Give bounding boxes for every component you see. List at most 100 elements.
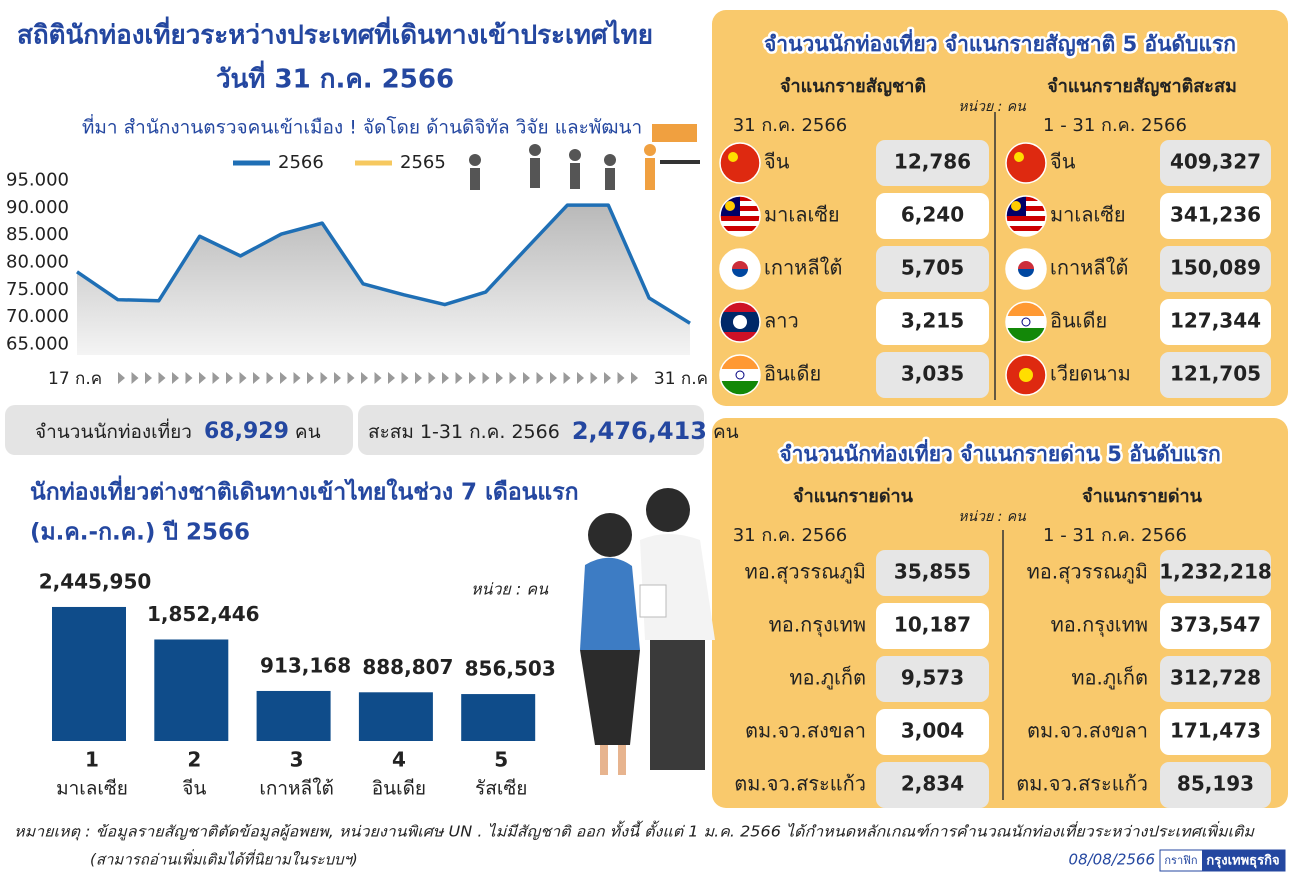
bar	[154, 639, 229, 741]
summary-value: 2,476,413	[572, 417, 707, 445]
row-value: 409,327	[1170, 150, 1261, 174]
value-box	[1160, 352, 1271, 398]
legend-label: 2565	[400, 152, 446, 173]
flag-icon	[719, 142, 761, 184]
summary-box	[358, 405, 704, 455]
value-box	[876, 299, 989, 345]
flag-band	[1006, 316, 1046, 328]
flag-band	[720, 369, 760, 381]
flag-wheel	[735, 370, 745, 380]
flag-body	[1006, 143, 1046, 183]
bar	[52, 606, 126, 741]
bar-value-label: 913,168	[260, 653, 351, 677]
row-name: เวียดนาม	[1050, 362, 1131, 386]
arrow	[388, 372, 395, 384]
flag-ring	[1005, 354, 1047, 396]
footnote: (สามารถอ่านเพิ่มเติมได้ที่นิยามในระบบฯ)	[90, 849, 358, 869]
arrow	[307, 372, 314, 384]
line	[76, 203, 691, 325]
x-tick-label: มาเลเซีย	[56, 778, 128, 800]
arrow	[212, 372, 220, 384]
row-value: 85,193	[1177, 772, 1254, 796]
y-tick-label: 85.000	[6, 224, 69, 245]
flag-star	[728, 152, 738, 162]
arrow	[361, 372, 368, 384]
arrow	[469, 372, 476, 384]
summary-unit: คน	[295, 421, 321, 443]
nationality-panel	[712, 10, 1288, 406]
value-box	[876, 550, 989, 596]
rank-label: 1	[85, 748, 99, 772]
flag-moon	[725, 201, 735, 211]
row-name: อินเดีย	[1050, 309, 1107, 333]
arrow	[374, 372, 382, 384]
panel-title: จำนวนนักท่องเที่ยว จำแนกรายสัญชาติ 5 อัน…	[764, 28, 1236, 57]
arrow	[428, 372, 436, 384]
summary-value: 68,929	[204, 419, 289, 444]
illustration	[580, 488, 715, 775]
row-value: 127,344	[1170, 309, 1261, 333]
flag-yang	[1018, 269, 1034, 277]
bar-value-label: 1,852,446	[147, 602, 260, 626]
row-name: ตม.จว.สงขลา	[745, 719, 866, 743]
flag-disc	[733, 315, 747, 329]
subtitle: วันที่ 31 ก.ค. 2566	[216, 60, 454, 95]
flag-star	[1014, 152, 1024, 162]
flag-yang	[732, 269, 748, 277]
arrow	[239, 372, 247, 384]
flag-icon	[1005, 354, 1047, 396]
arrow	[158, 372, 166, 384]
flag-icon	[719, 248, 761, 290]
rank-label: 5	[494, 748, 508, 772]
flag-ring	[1005, 301, 1047, 343]
flag-band	[1006, 221, 1046, 226]
arrow	[266, 372, 274, 384]
flag-ring	[719, 142, 761, 184]
x-tick-label: 17 ก.ค	[48, 369, 102, 389]
row-name: ทอ.สุวรรณภูมิ	[745, 560, 866, 585]
value-box	[1160, 762, 1271, 808]
row-name: มาเลเซีย	[1050, 203, 1126, 227]
row-name: ตม.จว.สงขลา	[1027, 719, 1148, 743]
value-box	[1160, 140, 1271, 186]
credit-label: กราฟิก	[1164, 854, 1197, 867]
arrow	[496, 372, 503, 384]
period: 1 - 31 ก.ค. 2566	[1043, 115, 1187, 136]
arrow	[577, 372, 584, 384]
row-value: 150,089	[1170, 256, 1261, 280]
row-name: เกาหลีใต้	[1050, 256, 1128, 280]
arrow	[334, 372, 341, 384]
row-value: 10,187	[894, 613, 971, 637]
flag-band	[720, 231, 760, 236]
flag-yin	[1018, 261, 1034, 269]
bar	[358, 692, 433, 741]
arrow	[590, 372, 598, 384]
y-tick-label: 80.000	[6, 252, 69, 273]
arrow	[523, 372, 530, 384]
flag-ring	[719, 195, 761, 237]
arrow	[199, 372, 206, 384]
bar	[256, 690, 331, 741]
value-box	[876, 193, 989, 239]
area	[77, 205, 690, 355]
flag-band	[1006, 231, 1046, 236]
row-value: 2,834	[901, 772, 964, 796]
credit-bg	[1202, 850, 1285, 871]
flag-yin	[732, 261, 748, 269]
flag-band	[720, 143, 760, 183]
row-name: จีน	[764, 150, 790, 174]
row-name: จีน	[1050, 150, 1076, 174]
value-box	[876, 140, 989, 186]
row-name: ตม.จว.สระแก้ว	[734, 772, 866, 796]
y-tick-label: 90.000	[6, 197, 69, 218]
flag-wheel	[1021, 317, 1031, 327]
row-value: 121,705	[1170, 362, 1261, 386]
bar	[461, 694, 536, 741]
arrow	[482, 372, 490, 384]
arrow	[617, 372, 625, 384]
row-value: 1,232,218	[1159, 560, 1272, 584]
rank-label: 4	[392, 748, 406, 772]
flag-ring	[719, 301, 761, 343]
column-header: จำแนกรายสัญชาติสะสม	[1047, 76, 1237, 97]
